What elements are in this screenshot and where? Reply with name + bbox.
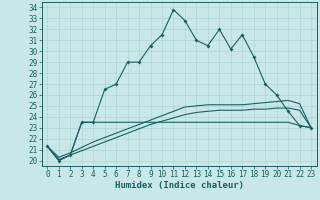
X-axis label: Humidex (Indice chaleur): Humidex (Indice chaleur) (115, 181, 244, 190)
